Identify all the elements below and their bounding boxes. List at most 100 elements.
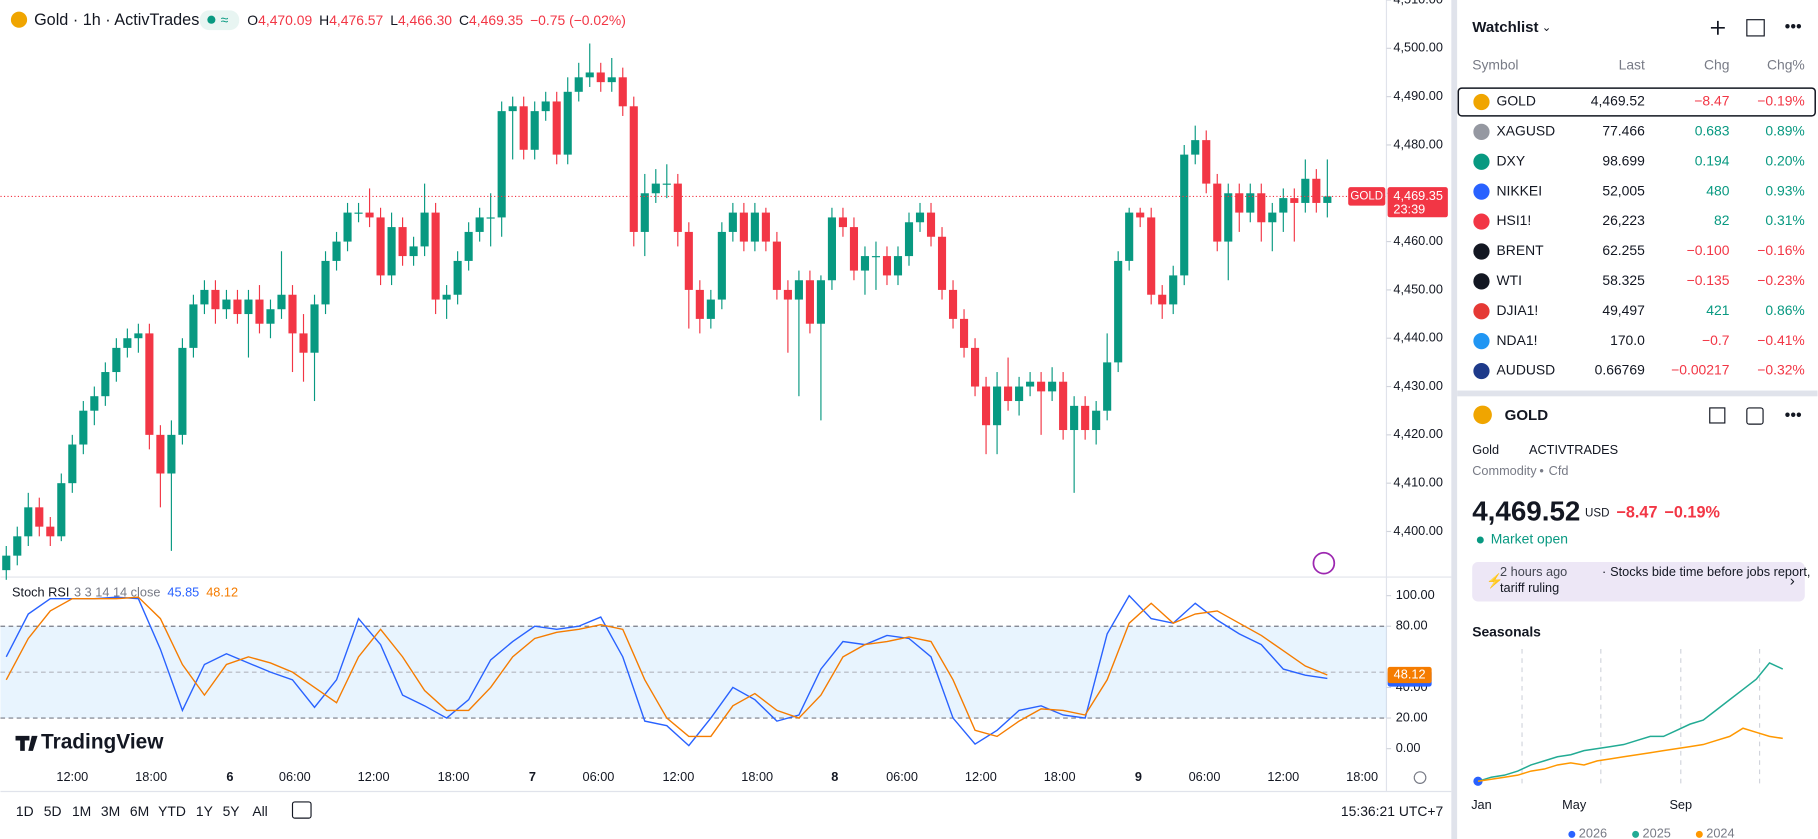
candle-body: [596, 72, 605, 83]
candle-body: [178, 347, 187, 435]
edit-icon[interactable]: [1746, 407, 1764, 425]
range-button[interactable]: 5Y: [223, 803, 240, 819]
candle-body: [365, 212, 374, 218]
candle-body: [717, 231, 726, 300]
candle-body: [1323, 196, 1332, 203]
candle-body: [838, 217, 848, 228]
price: 4,469.52: [1472, 496, 1580, 527]
legend-label: 2024: [1706, 826, 1734, 839]
add-icon[interactable]: [1710, 20, 1725, 35]
alert-icon[interactable]: [1312, 551, 1336, 575]
row-symbol[interactable]: WTI: [1497, 272, 1522, 288]
y-tick-label: 100.00: [1396, 587, 1435, 602]
row-chg: −0.00217: [1671, 362, 1730, 378]
candle-body: [982, 386, 991, 426]
logo-mark: [15, 735, 38, 751]
news-box[interactable]: [1472, 562, 1805, 602]
change-pct: −0.19%: [1664, 504, 1719, 522]
candle-body: [211, 289, 220, 310]
candle-body: [783, 289, 792, 300]
candle-body: [739, 212, 748, 242]
range-button[interactable]: 3M: [101, 803, 120, 819]
range-button[interactable]: 6M: [130, 803, 149, 819]
candle-body: [46, 526, 55, 537]
candle-body: [112, 347, 121, 373]
range-button[interactable]: All: [252, 803, 267, 819]
row-chg: 421: [1706, 302, 1729, 318]
x-tick-label: 18:00: [135, 769, 167, 784]
sep: •: [1539, 463, 1543, 478]
row-symbol[interactable]: HSI1!: [1497, 212, 1532, 228]
more-icon[interactable]: •••: [1785, 18, 1802, 36]
candle-body: [629, 106, 638, 232]
row-pct: 0.86%: [1765, 302, 1804, 318]
range-button[interactable]: 1D: [16, 803, 34, 819]
y-tick-label: 20.00: [1396, 709, 1428, 724]
row-chg: 0.683: [1695, 123, 1730, 139]
filter-icon: ≈: [221, 12, 229, 28]
candle-body: [233, 299, 242, 315]
legend-dot: [1695, 830, 1703, 838]
range-button[interactable]: 1Y: [196, 803, 213, 819]
candle-body: [959, 318, 969, 348]
row-icon: [1473, 273, 1490, 290]
detail-name: Gold: [1472, 442, 1499, 457]
row-symbol[interactable]: NDA1!: [1497, 332, 1538, 348]
detail-exchange: ACTIVTRADES: [1529, 442, 1618, 457]
row-last: 170.0: [1610, 332, 1645, 348]
candle-body: [453, 260, 462, 295]
candle-body: [244, 299, 253, 315]
range-button[interactable]: YTD: [158, 803, 186, 819]
candle-body: [288, 294, 297, 334]
news-time: 2 hours ago: [1500, 564, 1567, 579]
row-symbol[interactable]: NIKKEI: [1497, 182, 1543, 198]
detail-symbol: GOLD: [1505, 407, 1549, 424]
candle-body: [277, 294, 286, 310]
candle-body: [585, 72, 594, 78]
candle-body: [1103, 362, 1112, 411]
x-tick-label: 12:00: [358, 769, 390, 784]
candle-body: [530, 111, 539, 150]
date-range-icon[interactable]: [291, 801, 312, 819]
candle-body: [145, 333, 154, 435]
row-symbol[interactable]: GOLD: [1497, 93, 1536, 109]
x-tick-label: 18:00: [1044, 769, 1076, 784]
row-symbol[interactable]: BRENT: [1497, 242, 1545, 258]
candle-body: [299, 333, 308, 353]
status-dot: [1476, 536, 1484, 544]
range-button[interactable]: 5D: [44, 803, 62, 819]
x-tick-label: 7: [529, 769, 536, 784]
range-button[interactable]: 1M: [72, 803, 91, 819]
y-tick-label: 4,410.00: [1393, 475, 1443, 490]
candle-body: [728, 212, 737, 232]
selected-row: [1457, 87, 1816, 117]
x-tick-label: 18:00: [438, 769, 470, 784]
row-symbol[interactable]: DXY: [1497, 152, 1526, 168]
candle-body: [948, 289, 958, 319]
candle-body: [1246, 193, 1255, 213]
settings-icon[interactable]: [1413, 771, 1427, 784]
y-tick-label: 4,460.00: [1393, 233, 1443, 248]
ohlc-value: 4,466.30: [398, 12, 452, 28]
row-icon: [1473, 123, 1490, 140]
candle-body: [1180, 154, 1189, 276]
candle-body: [761, 212, 770, 242]
y-tick-label: 4,430.00: [1393, 378, 1443, 393]
row-symbol[interactable]: DJIA1!: [1497, 302, 1539, 318]
x-tick-label: 12:00: [56, 769, 88, 784]
y-tick-label: 4,450.00: [1393, 281, 1443, 296]
candle-body: [1114, 260, 1123, 363]
x-tick-label: 06:00: [1189, 769, 1221, 784]
row-symbol[interactable]: AUDUSD: [1497, 362, 1556, 378]
candle-body: [90, 396, 99, 411]
ohlc-value: 4,469.35: [469, 12, 523, 28]
grid-icon[interactable]: [1709, 407, 1726, 424]
row-last: 26,223: [1602, 212, 1645, 228]
more-icon[interactable]: •••: [1785, 406, 1802, 424]
candle-body: [1290, 198, 1299, 203]
row-symbol[interactable]: XAGUSD: [1497, 123, 1556, 139]
chart-bg: [0, 0, 1451, 839]
candle-body: [1235, 193, 1244, 213]
row-last: 77.466: [1602, 123, 1645, 139]
layout-icon[interactable]: [1746, 19, 1765, 37]
